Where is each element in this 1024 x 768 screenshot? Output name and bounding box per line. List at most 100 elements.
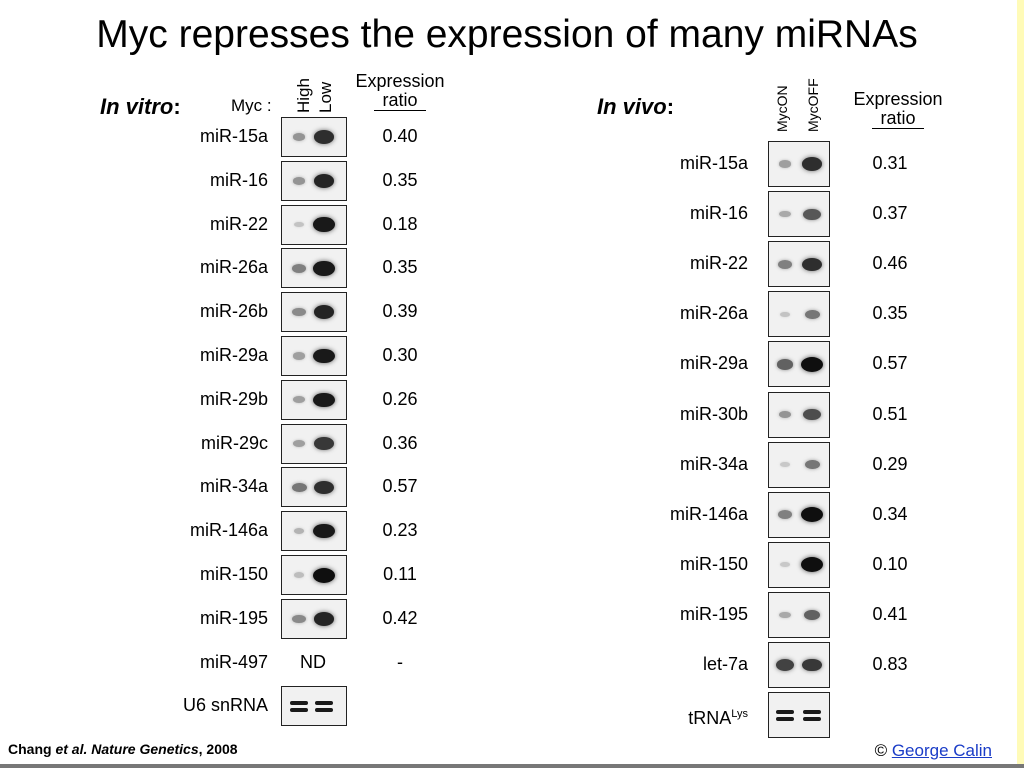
row-label: miR-22 (148, 213, 268, 235)
band-lane-1 (292, 176, 306, 185)
northern-blot (768, 191, 830, 238)
row-label-text: miR-29a (679, 353, 748, 374)
band-lane-2 (313, 217, 335, 232)
northern-blot (281, 511, 347, 552)
row-label: miR-146a (628, 503, 748, 525)
row-label-text: miR-497 (199, 651, 268, 672)
row-label: miR-30b (628, 403, 748, 425)
copyright: © George Calin (874, 741, 992, 760)
row-label-text: miR-150 (199, 564, 268, 584)
northern-blot (768, 591, 830, 638)
row-label-text: miR-15a (679, 153, 748, 173)
row-label-text: miR-29b (199, 388, 268, 409)
band-lane-2 (315, 701, 333, 706)
row-label: miR-29a (628, 352, 748, 374)
row-label-text: U6 snRNA (182, 695, 268, 716)
expression-ratio-value: 0.41 (872, 603, 908, 624)
northern-blot (281, 467, 347, 508)
band-lane-1 (780, 311, 790, 317)
row-label: miR-195 (628, 603, 748, 625)
expression-ratio-value: 0.37 (872, 203, 908, 224)
expression-ratio-value: 0.29 (872, 453, 908, 474)
expression-ratio-value: 0.10 (872, 553, 908, 574)
row-label: miR-26a (628, 302, 748, 324)
row-label: miR-29c (148, 432, 268, 454)
row-label: tRNALys (628, 703, 748, 729)
ratio-header-line2: ratio (872, 109, 924, 129)
row-label-text: miR-150 (679, 553, 748, 574)
band-lane-2 (802, 257, 822, 271)
band-lane-2 (313, 173, 335, 188)
row-label-text: miR-30b (679, 403, 748, 424)
row-label: miR-16 (628, 202, 748, 224)
row-label: miR-22 (628, 252, 748, 274)
band-lane-2 (313, 567, 335, 583)
row-label: miR-29a (148, 344, 268, 366)
copyright-link[interactable]: George Calin (891, 741, 992, 760)
row-label-text: miR-34a (679, 453, 748, 474)
loading-control-blot (281, 686, 347, 727)
band-lane-2 (313, 523, 335, 539)
row-label-text: miR-26a (679, 303, 748, 324)
band-lane-1 (293, 528, 305, 535)
expression-ratio-value: 0.83 (872, 654, 908, 674)
northern-blot (768, 441, 830, 488)
band-lane-1 (293, 572, 305, 578)
band-lane-1 (778, 160, 792, 168)
row-label: miR-26b (148, 300, 268, 322)
northern-blot (281, 292, 347, 333)
row-label-text: miR-146a (189, 520, 268, 541)
expression-ratio-value: 0.36 (382, 432, 418, 453)
expression-ratio-value: 0.57 (382, 476, 418, 497)
row-label: miR-150 (628, 553, 748, 575)
row-label-text: miR-29a (199, 345, 268, 365)
expression-ratio-value: 0.46 (872, 253, 908, 274)
band-lane-2 (804, 309, 820, 320)
band-lane-2 (313, 305, 335, 320)
edge-accent-bar (1017, 0, 1024, 768)
myc-factor-label: Myc : (231, 96, 272, 115)
bottom-divider (0, 764, 1024, 768)
northern-blot (768, 491, 830, 538)
band-lane-1 (291, 482, 307, 493)
band-lane-1 (292, 307, 306, 317)
row-label-text: miR-16 (689, 203, 748, 224)
northern-blot (281, 423, 347, 464)
northern-blot (768, 541, 830, 588)
expression-ratio-value: 0.23 (382, 520, 418, 541)
band-lane-2 (313, 392, 335, 407)
row-label-text: miR-16 (209, 169, 268, 190)
row-label-text: miR-195 (679, 603, 748, 624)
expression-ratio-value: - (397, 651, 403, 672)
row-label: miR-34a (148, 475, 268, 497)
row-label-text: miR-15a (199, 126, 268, 146)
row-label-text: miR-146a (669, 503, 748, 524)
northern-blot (768, 642, 830, 688)
northern-blot (281, 555, 347, 595)
condition-label-mycon: MycON (774, 85, 790, 132)
northern-blot (281, 160, 347, 201)
row-label-text: miR-195 (199, 607, 268, 628)
expression-ratio-value: 0.18 (382, 213, 418, 234)
northern-blot (281, 248, 347, 289)
in-vitro-ratio-header: Expression ratio (340, 72, 460, 111)
band-lane-2 (803, 609, 821, 621)
ratio-header-line1: Expression (355, 71, 445, 91)
expression-ratio-value: 0.35 (382, 257, 418, 278)
slide-title: Myc represses the expression of many miR… (96, 13, 918, 56)
ratio-header-line1: Expression (853, 89, 943, 109)
band-lane-2 (314, 480, 334, 495)
northern-blot (281, 379, 347, 420)
not-detected-text: ND (300, 651, 326, 672)
band-lane-2 (801, 356, 823, 372)
northern-blot (768, 141, 830, 187)
band-lane-1 (291, 263, 307, 273)
row-label-text: miR-22 (689, 253, 748, 274)
band-lane-2 (803, 208, 821, 220)
expression-ratio-value: 0.30 (382, 345, 418, 365)
expression-ratio-value: 0.42 (382, 607, 418, 628)
expression-ratio-value: 0.35 (872, 303, 908, 324)
in-vivo-section-label: In vivo: (597, 94, 675, 119)
row-label-text: miR-22 (209, 213, 268, 234)
